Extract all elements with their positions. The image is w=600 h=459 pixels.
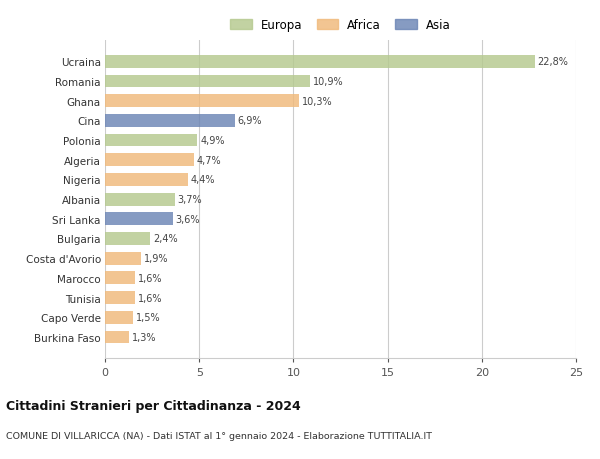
Text: 3,7%: 3,7% bbox=[178, 195, 202, 205]
Text: 1,6%: 1,6% bbox=[138, 273, 163, 283]
Bar bbox=[105, 291, 135, 304]
Bar bbox=[105, 115, 235, 128]
Bar bbox=[105, 95, 299, 108]
Bar bbox=[105, 174, 188, 186]
Bar bbox=[105, 233, 150, 246]
Bar bbox=[105, 134, 197, 147]
Bar bbox=[105, 331, 130, 344]
Bar bbox=[105, 154, 194, 167]
Text: 1,3%: 1,3% bbox=[133, 332, 157, 342]
Bar bbox=[105, 272, 135, 285]
Text: 4,4%: 4,4% bbox=[191, 175, 215, 185]
Legend: Europa, Africa, Asia: Europa, Africa, Asia bbox=[227, 16, 454, 35]
Text: 1,5%: 1,5% bbox=[136, 313, 161, 323]
Text: Cittadini Stranieri per Cittadinanza - 2024: Cittadini Stranieri per Cittadinanza - 2… bbox=[6, 399, 301, 412]
Text: COMUNE DI VILLARICCA (NA) - Dati ISTAT al 1° gennaio 2024 - Elaborazione TUTTITA: COMUNE DI VILLARICCA (NA) - Dati ISTAT a… bbox=[6, 431, 432, 441]
Text: 4,7%: 4,7% bbox=[196, 155, 221, 165]
Text: 10,3%: 10,3% bbox=[302, 96, 332, 106]
Bar bbox=[105, 56, 535, 68]
Bar bbox=[105, 75, 310, 88]
Bar bbox=[105, 213, 173, 226]
Bar bbox=[105, 252, 141, 265]
Text: 1,6%: 1,6% bbox=[138, 293, 163, 303]
Bar bbox=[105, 311, 133, 324]
Text: 1,9%: 1,9% bbox=[143, 254, 168, 263]
Text: 6,9%: 6,9% bbox=[238, 116, 262, 126]
Text: 4,9%: 4,9% bbox=[200, 136, 224, 146]
Text: 10,9%: 10,9% bbox=[313, 77, 344, 87]
Text: 22,8%: 22,8% bbox=[538, 57, 568, 67]
Text: 3,6%: 3,6% bbox=[176, 214, 200, 224]
Bar bbox=[105, 193, 175, 206]
Text: 2,4%: 2,4% bbox=[153, 234, 178, 244]
